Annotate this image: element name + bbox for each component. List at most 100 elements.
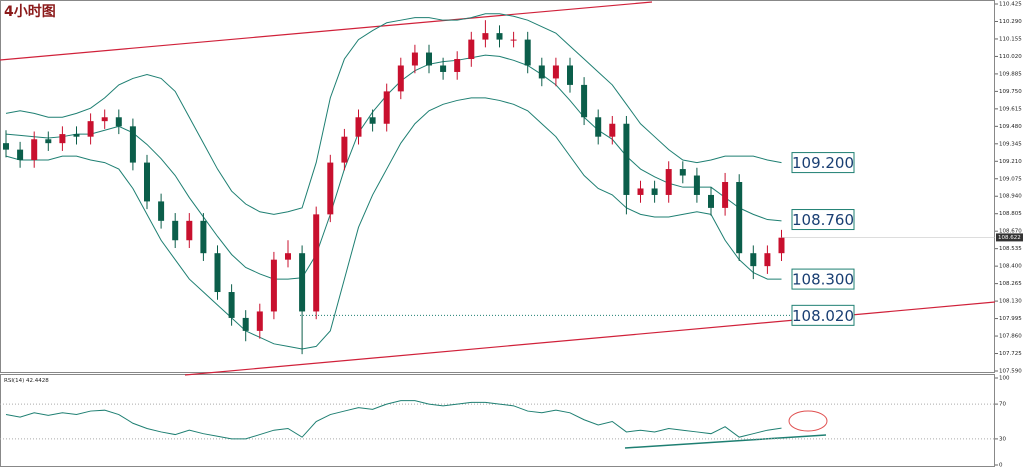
candle-body bbox=[31, 139, 38, 160]
channel-line bbox=[184, 301, 996, 376]
candle-body bbox=[299, 253, 306, 312]
candle-body bbox=[538, 65, 545, 79]
last-price-box bbox=[996, 233, 1023, 242]
candle-body bbox=[327, 162, 334, 215]
candle-body bbox=[750, 253, 757, 267]
candle-body bbox=[581, 84, 588, 118]
bollinger-lower bbox=[5, 97, 782, 350]
y-tick-label: 109.615 bbox=[999, 106, 1022, 112]
candle-body bbox=[115, 117, 122, 127]
candle-body bbox=[397, 65, 404, 92]
highlight-ellipse bbox=[788, 410, 828, 432]
candle-body bbox=[144, 162, 150, 202]
candle-body bbox=[129, 126, 136, 163]
y-tick-label: 107.860 bbox=[999, 334, 1022, 340]
candle-body bbox=[383, 91, 390, 124]
y-tick-label: 110.155 bbox=[999, 36, 1022, 42]
candle-body bbox=[186, 220, 193, 241]
candle-body bbox=[313, 214, 320, 312]
candle-body bbox=[45, 139, 52, 144]
candle-body bbox=[651, 188, 658, 195]
price-panel bbox=[0, 0, 995, 373]
candle-body bbox=[341, 136, 348, 163]
candle-body bbox=[764, 253, 771, 267]
candle-body bbox=[369, 117, 376, 124]
candle-body bbox=[3, 143, 9, 150]
price-label-box bbox=[791, 304, 855, 326]
rsi-panel bbox=[0, 374, 995, 467]
candle-body bbox=[101, 117, 108, 122]
y-tick-label: 108.535 bbox=[999, 246, 1022, 252]
y-tick-label: 108.940 bbox=[999, 194, 1022, 200]
y-tick-label: 108.805 bbox=[999, 211, 1022, 217]
candle-body bbox=[496, 33, 503, 40]
candle-body bbox=[214, 253, 221, 293]
candle-body bbox=[693, 175, 700, 195]
rsi-last-value: 42.4428 bbox=[26, 378, 49, 384]
y-tick-label: 109.480 bbox=[999, 124, 1022, 130]
candle-body bbox=[73, 134, 80, 137]
candle-body bbox=[679, 169, 686, 176]
price-label-box bbox=[791, 268, 855, 290]
candle-body bbox=[355, 117, 362, 137]
candle-body bbox=[468, 39, 475, 60]
y-tick-label: 108.130 bbox=[999, 299, 1022, 305]
price-label: 108.020 bbox=[792, 307, 854, 325]
y-tick-label: 108.400 bbox=[999, 264, 1022, 270]
y-tick-label: 109.075 bbox=[999, 176, 1022, 182]
candle-body bbox=[524, 39, 531, 66]
bollinger-upper bbox=[5, 13, 782, 215]
price-label-box bbox=[791, 152, 855, 174]
candle-body bbox=[454, 59, 461, 72]
candle-body bbox=[567, 65, 573, 85]
candle-body bbox=[736, 181, 743, 254]
candle-body bbox=[172, 220, 179, 241]
y-tick-label: 109.345 bbox=[999, 141, 1022, 147]
candle-body bbox=[440, 65, 447, 72]
channel-line bbox=[0, 1, 653, 61]
candle-body bbox=[87, 121, 94, 137]
candle-body bbox=[722, 181, 729, 208]
y-tick-label: 109.210 bbox=[999, 159, 1022, 165]
rsi-line bbox=[5, 400, 782, 440]
rsi-trend-line bbox=[624, 434, 827, 449]
candle-body bbox=[623, 123, 630, 195]
candle-body bbox=[200, 220, 207, 254]
candle-body bbox=[228, 292, 235, 318]
y-tick-label: 109.885 bbox=[999, 71, 1022, 77]
price-label: 108.760 bbox=[792, 211, 854, 229]
candle-body bbox=[708, 194, 714, 208]
rsi-tick-label: 30 bbox=[999, 436, 1006, 442]
candle-body bbox=[482, 33, 489, 40]
candle-body bbox=[158, 201, 165, 221]
price-label: 108.300 bbox=[792, 271, 854, 289]
candle-body bbox=[778, 237, 785, 254]
candle-body bbox=[552, 65, 559, 79]
y-tick-label: 107.725 bbox=[999, 351, 1022, 357]
y-tick-label: 110.020 bbox=[999, 54, 1022, 60]
rsi-tick-label: 0 bbox=[999, 463, 1003, 469]
y-tick-label: 110.425 bbox=[999, 2, 1022, 8]
y-tick-label: 107.995 bbox=[999, 316, 1022, 322]
y-tick-label: 110.290 bbox=[999, 19, 1022, 25]
chart-title: 4小时图 bbox=[4, 3, 56, 20]
candle-body bbox=[637, 188, 644, 195]
y-tick-label: 107.590 bbox=[999, 369, 1022, 375]
candle-body bbox=[510, 39, 517, 41]
rsi-name: RSI(14) bbox=[4, 378, 24, 384]
price-label-box bbox=[791, 209, 855, 231]
candle-body bbox=[609, 123, 616, 137]
candle-body bbox=[285, 253, 291, 260]
y-tick-label: 109.750 bbox=[999, 89, 1022, 95]
last-price-label: 108.622 bbox=[998, 235, 1021, 241]
price-label: 109.200 bbox=[792, 154, 854, 172]
y-tick-label: 108.670 bbox=[999, 229, 1022, 235]
y-tick-label: 108.265 bbox=[999, 281, 1022, 287]
candle-body bbox=[595, 117, 602, 137]
candle-body bbox=[665, 169, 672, 195]
rsi-tick-label: 70 bbox=[999, 402, 1006, 408]
candle-body bbox=[270, 259, 277, 312]
candle-body bbox=[256, 311, 263, 331]
rsi-tick-label: 100 bbox=[999, 376, 1010, 382]
